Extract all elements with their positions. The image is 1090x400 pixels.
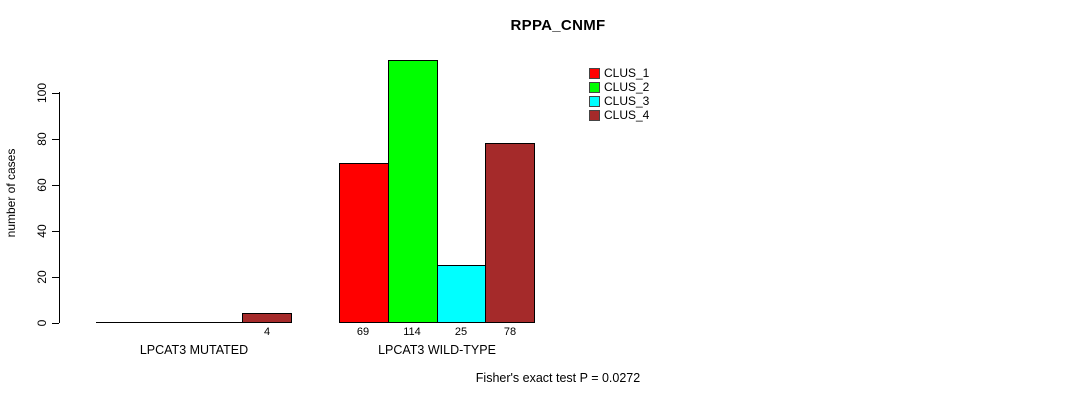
legend-label: CLUS_2 (604, 79, 650, 94)
bar-clus_1-group2 (339, 163, 389, 323)
y-tick-mark (52, 277, 59, 278)
bar-value-label: 4 (263, 326, 271, 338)
fisher-test-annotation: Fisher's exact test P = 0.0272 (475, 371, 641, 385)
y-tick-label: 20 (35, 270, 49, 284)
legend-label: CLUS_4 (604, 107, 650, 122)
bar-value-label: 78 (503, 326, 517, 338)
legend-item-clus_3: CLUS_3 (589, 94, 649, 108)
bar-value-label: 25 (454, 326, 468, 338)
y-tick-mark (52, 139, 59, 140)
bar-value-label: 69 (356, 326, 370, 338)
y-tick-mark (52, 185, 59, 186)
x-group-label: LPCAT3 WILD-TYPE (378, 343, 496, 357)
legend-swatch-icon (589, 67, 600, 79)
legend-swatch-icon (589, 81, 600, 93)
y-axis-title: number of cases (4, 148, 18, 238)
chart-title: RPPA_CNMF (510, 17, 606, 34)
legend-swatch-icon (589, 95, 600, 107)
legend-label: CLUS_1 (604, 65, 650, 80)
y-tick-mark (52, 93, 59, 94)
y-tick-label: 40 (35, 224, 49, 238)
y-axis-line (59, 92, 60, 323)
group-baseline (96, 322, 292, 323)
y-tick-mark (52, 231, 59, 232)
y-tick-label: 0 (35, 319, 49, 327)
y-tick-label: 100 (35, 82, 49, 104)
x-group-label: LPCAT3 MUTATED (139, 343, 249, 357)
bar-clus_3-group2 (437, 265, 487, 323)
legend: CLUS_1 CLUS_2 CLUS_3 CLUS_4 (589, 66, 649, 122)
legend-item-clus_1: CLUS_1 (589, 66, 649, 80)
legend-label: CLUS_3 (604, 93, 650, 108)
legend-item-clus_2: CLUS_2 (589, 80, 649, 94)
bar-clus_4-group1 (242, 313, 292, 323)
legend-swatch-icon (589, 109, 600, 121)
bar-value-label: 114 (403, 326, 421, 338)
legend-item-clus_4: CLUS_4 (589, 108, 649, 122)
y-tick-label: 60 (35, 178, 49, 192)
y-tick-label: 80 (35, 132, 49, 146)
y-tick-mark (52, 323, 59, 324)
bar-clus_2-group2 (388, 60, 438, 323)
bar-clus_4-group2 (485, 143, 535, 323)
